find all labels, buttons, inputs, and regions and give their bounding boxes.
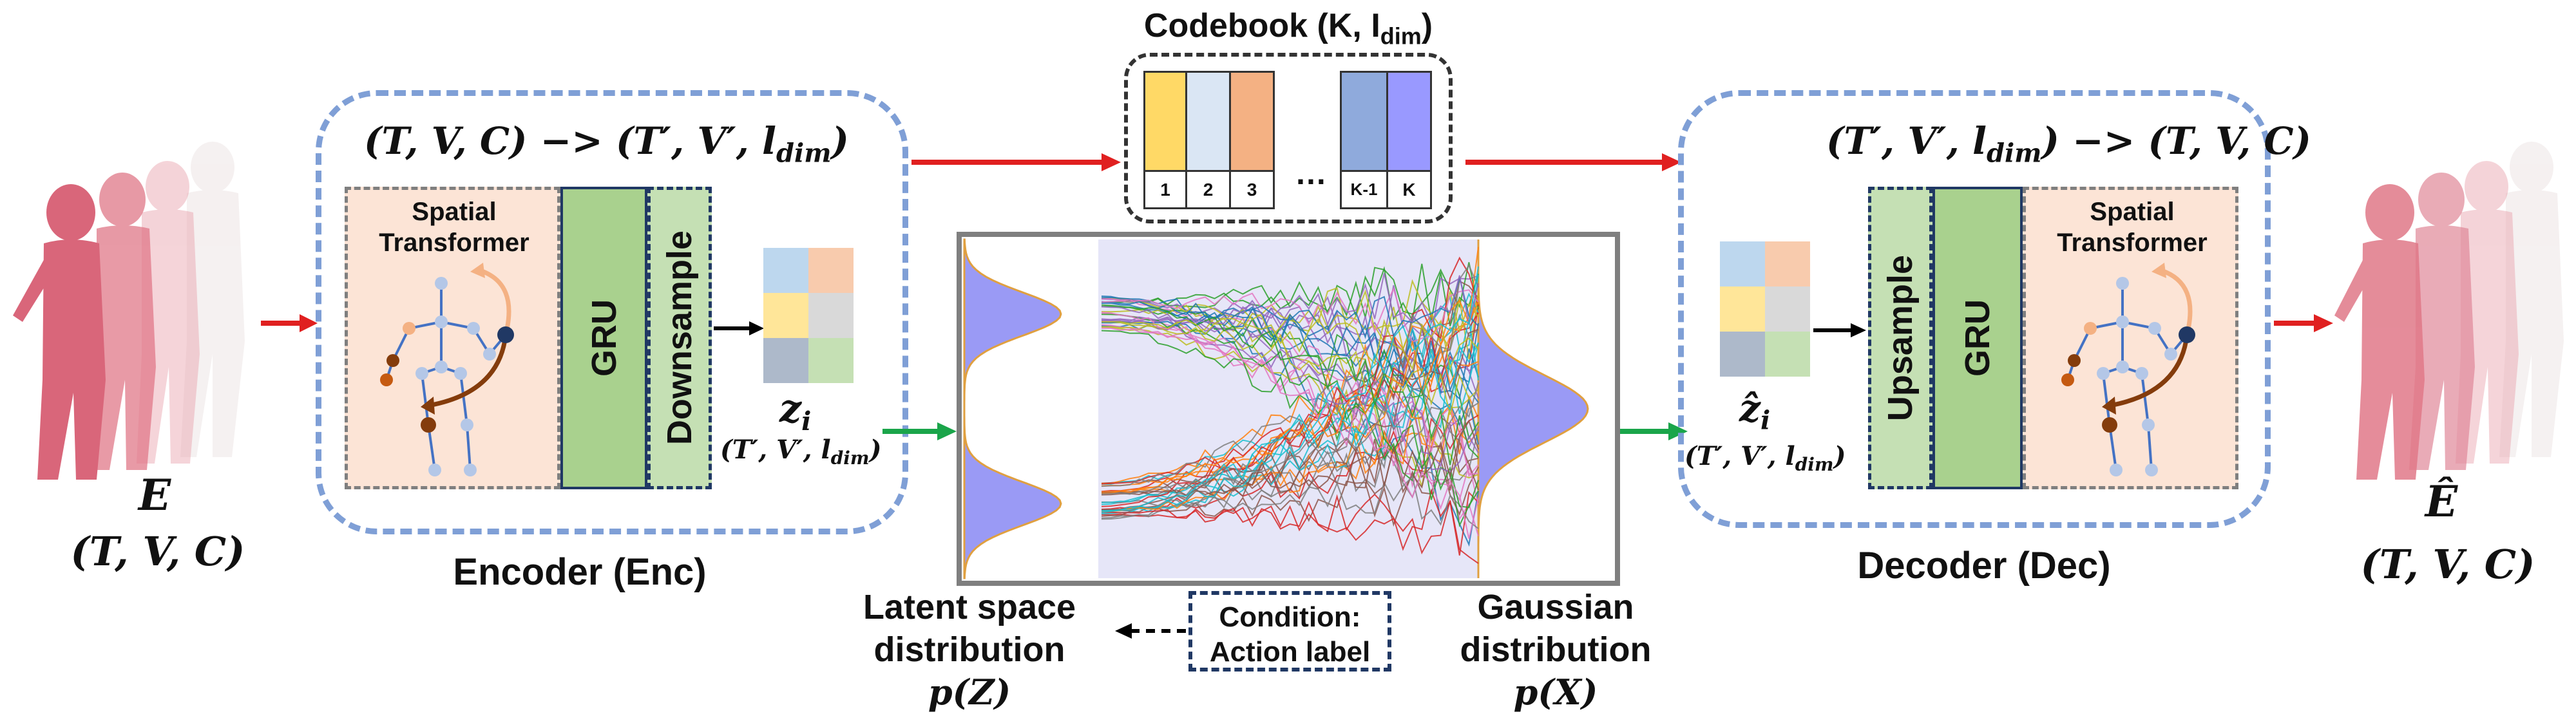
arrow-codebook-to-decoder: [1465, 153, 1681, 171]
trajectory-line: [1101, 304, 1479, 465]
encoder-spatial-transformer: [345, 187, 560, 489]
codebook-ellipsis: …: [1295, 155, 1327, 191]
latent-cell: [1720, 287, 1765, 332]
trajectory-line: [1101, 404, 1479, 513]
codebook-cell-1: 1: [1143, 71, 1187, 209]
encoder-formula: (T, V, C) −> (T′, V′, ldim): [364, 119, 849, 169]
decoder-spatial-transformer: [2023, 187, 2238, 489]
encoder-gru-block: GRU: [560, 187, 647, 489]
codebook-cell-k-minus-1: K-1: [1340, 71, 1388, 209]
decoder-formula: (T′, V′, ldim) −> (T, V, C): [1826, 119, 2311, 169]
encoder-spatial-transformer-label: Spatial Transformer: [379, 198, 530, 257]
decoder-spatial-transformer-label: Spatial Transformer: [2057, 198, 2208, 257]
decoder-latent-symbol: ẑi: [1739, 386, 1771, 436]
condition-box: Condition: Action label: [1188, 591, 1391, 672]
latent-cell: [1720, 332, 1765, 377]
encoder-block: [316, 90, 908, 534]
trajectory-line: [1101, 327, 1478, 474]
latent-cell: [763, 338, 808, 383]
trajectory-line: [1101, 500, 1479, 564]
encoder-skeleton-icon: [380, 263, 514, 476]
encoder-label: Encoder (Enc): [453, 551, 707, 593]
latent-cell: [763, 293, 808, 338]
latent-cell: [808, 293, 854, 338]
codebook-cells-left: 1 2 3: [1143, 71, 1275, 209]
decoder-label: Decoder (Dec): [1857, 545, 2111, 587]
arrow-latent-to-upsample: [1813, 323, 1866, 337]
trajectory-line: [1101, 382, 1479, 495]
latent-cell: [808, 248, 854, 293]
latent-cell: [1720, 241, 1765, 287]
latent-space-label: Latent space distribution p(Z): [863, 588, 1076, 713]
trajectory-line: [1101, 343, 1479, 514]
input-symbol: E: [138, 470, 171, 520]
codebook-cells-right: K-1 K: [1340, 71, 1432, 209]
encoder-gru-label: GRU: [584, 299, 624, 377]
output-symbol: Ê: [2425, 476, 2458, 527]
trajectory-line: [1101, 256, 1479, 507]
gaussian-distribution-curve: [1477, 240, 1589, 578]
arrow-downsample-to-latent: [714, 321, 764, 335]
arrow-latent-to-diffusion: [883, 422, 957, 440]
downsample-block: Downsample: [647, 187, 712, 489]
codebook-cell-2: 2: [1187, 71, 1231, 209]
trajectory-line: [1101, 321, 1479, 415]
latent-cell: [1765, 241, 1810, 287]
codebook-cell-3: 3: [1231, 71, 1275, 209]
codebook-cell-k: K: [1388, 71, 1432, 209]
trajectory-line: [1101, 298, 1479, 399]
trajectory-line: [1101, 330, 1479, 528]
trajectory-line: [1101, 419, 1479, 498]
latent-cell: [808, 338, 854, 383]
decoder-skeleton-icon: [2061, 263, 2195, 476]
diffusion-panel: [957, 232, 1620, 586]
codebook-block: [1124, 53, 1453, 223]
diffusion-trajectories: [1101, 247, 1479, 564]
output-dims: (T, V, C): [2360, 541, 2535, 588]
upsample-label: Upsample: [1881, 254, 1920, 422]
arrow-condition-to-latent: [1115, 623, 1187, 639]
output-human-figures-icon: [2334, 142, 2564, 480]
decoder-gru-block: GRU: [1932, 187, 2023, 489]
trajectory-line: [1101, 488, 1479, 556]
input-human-figures-icon: [13, 142, 245, 480]
latent-distribution-curve: [963, 238, 1062, 579]
codebook-title: Codebook (K, Idim): [1143, 7, 1433, 50]
trajectory-line: [1101, 273, 1479, 327]
trajectory-line: [1101, 287, 1479, 343]
arrow-encoder-to-codebook: [911, 153, 1121, 171]
trajectory-line: [1101, 312, 1479, 536]
latent-cell: [1765, 332, 1810, 377]
trajectory-line: [1101, 394, 1479, 494]
decoder-latent-dims: (T′, V′, ldim): [1684, 441, 1846, 475]
decoder-block: [1678, 90, 2271, 528]
trajectory-line: [1101, 305, 1479, 440]
encoder-latent-dims: (T′, V′, ldim): [720, 435, 882, 469]
trajectory-line: [1102, 317, 1479, 371]
input-dims: (T, V, C): [70, 528, 245, 575]
trajectory-line: [1101, 312, 1479, 539]
arrow-input-to-encoder: [261, 314, 318, 332]
arrow-decoder-to-output: [2274, 314, 2333, 332]
downsample-label: Downsample: [660, 230, 699, 446]
gaussian-label: Gaussian distribution p(X): [1460, 588, 1652, 713]
encoder-latent-grid: [763, 248, 854, 383]
trajectory-line: [1101, 314, 1479, 509]
trajectory-line: [1101, 266, 1479, 513]
upsample-block: Upsample: [1868, 187, 1932, 489]
trajectory-line: [1101, 312, 1479, 485]
latent-cell: [763, 248, 808, 293]
trajectory-line: [1101, 342, 1479, 512]
trajectory-line: [1101, 319, 1479, 503]
encoder-latent-symbol: zi: [779, 386, 812, 437]
latent-cell: [1765, 287, 1810, 332]
trajectory-line: [1101, 264, 1479, 487]
trajectory-line: [1101, 277, 1479, 339]
decoder-gru-label: GRU: [1958, 299, 1997, 377]
decoder-latent-grid: [1720, 241, 1810, 377]
